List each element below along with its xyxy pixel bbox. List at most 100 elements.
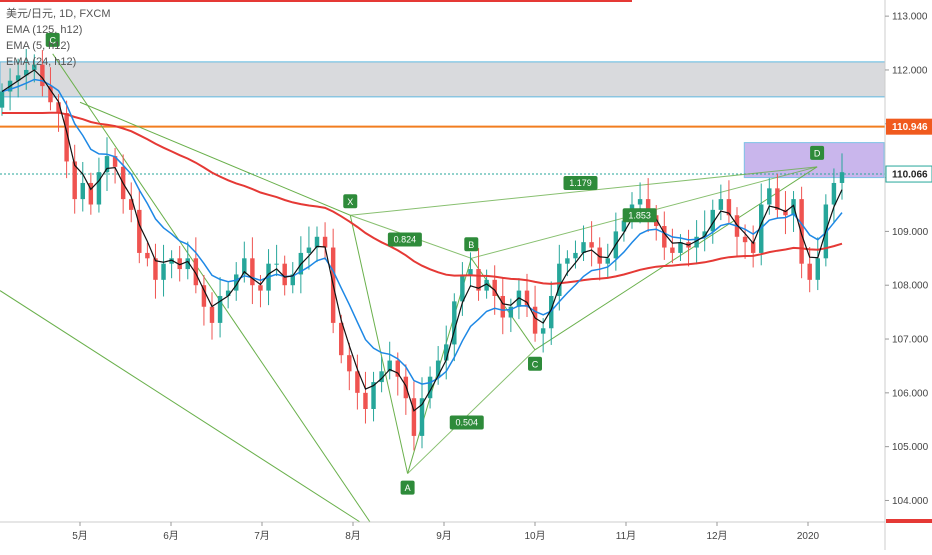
- candle-73: [589, 242, 594, 248]
- candle-62: [500, 295, 505, 318]
- ema-24-line: [1, 78, 843, 385]
- candle-29: [234, 274, 239, 291]
- candle-10: [80, 182, 85, 200]
- candle-53: [427, 376, 433, 399]
- ratio-labels: 0.824 0.504 1.853 1.179: [387, 175, 657, 430]
- candle-13: [104, 156, 110, 173]
- ratio-label-3: 1.179: [569, 178, 592, 188]
- candle-17: [137, 209, 142, 253]
- ratio-box-2: [622, 208, 657, 223]
- candle-66: [532, 306, 538, 334]
- harmonic-pattern: [0, 53, 818, 523]
- legend-ema-5[interactable]: EMA (5, h12): [6, 40, 71, 52]
- candle-22: [177, 258, 182, 270]
- candle-35: [282, 263, 287, 286]
- candle-88: [710, 209, 715, 232]
- y-tick-1: 112.000: [892, 65, 928, 76]
- y-tick-6: 107.000: [892, 335, 929, 346]
- candle-26: [209, 306, 215, 323]
- candle-103: [831, 182, 837, 205]
- pattern-left-line-0: [0, 290, 361, 523]
- candle-36: [290, 274, 295, 286]
- candle-40: [322, 236, 328, 248]
- candle-79: [637, 199, 643, 205]
- candle-25: [201, 285, 207, 307]
- candle-63: [508, 306, 514, 318]
- candle-92: [742, 236, 748, 243]
- pattern-left-line-2: [79, 101, 351, 216]
- candle-2: [15, 75, 21, 81]
- candle-6: [48, 86, 53, 103]
- candle-61: [492, 279, 497, 296]
- candle-20: [161, 263, 166, 280]
- point-label-2: B: [468, 240, 474, 250]
- candle-77: [621, 220, 627, 232]
- horizontal-lines: [0, 0, 885, 175]
- ratio-box-0: [387, 232, 422, 247]
- chart-legend: 美元/日元, 1D, FXCM EMA (125, h12) EMA (5, h…: [6, 6, 111, 70]
- candle-54: [435, 360, 441, 377]
- chart-title: 美元/日元, 1D, FXCM: [6, 8, 111, 20]
- candle-27: [217, 295, 223, 323]
- candle-16: [129, 199, 134, 210]
- candle-55: [444, 344, 449, 361]
- candle-56: [452, 301, 457, 345]
- point-label-5: C: [49, 35, 56, 45]
- candle-67: [540, 328, 546, 334]
- candle-31: [250, 258, 255, 286]
- candle-39: [314, 236, 320, 248]
- x-tick-4: 9月: [436, 530, 452, 542]
- candle-99: [799, 199, 804, 264]
- candle-83: [670, 247, 675, 253]
- candle-101: [815, 258, 820, 280]
- candle-65: [524, 290, 530, 307]
- current-price-marker: [886, 519, 932, 523]
- time-axis: 5月 6月 7月 8月 9月 10月 11月 12月 2020: [0, 521, 885, 542]
- y-tick-0: 113.000: [892, 12, 928, 23]
- candle-58: [468, 269, 473, 275]
- pattern-leg-0: [349, 215, 409, 474]
- x-tick-3: 8月: [345, 530, 361, 542]
- candle-69: [557, 263, 562, 296]
- candle-45: [363, 392, 368, 409]
- pattern-left-line-1: [52, 53, 371, 523]
- legend-ema-24[interactable]: EMA (24, h12): [6, 56, 77, 68]
- ratio-box-1: [449, 415, 484, 430]
- ratio-label-0: 0.824: [394, 234, 417, 244]
- candle-93: [750, 242, 756, 253]
- candle-59: [476, 269, 481, 291]
- price-tag-0: 110.946: [892, 122, 928, 133]
- candle-24: [193, 258, 199, 286]
- candle-51: [411, 398, 417, 436]
- candle-97: [783, 209, 788, 216]
- candle-82: [662, 226, 667, 248]
- candle-75: [605, 258, 610, 264]
- candle-0: [0, 91, 5, 108]
- candle-87: [702, 231, 707, 237]
- candle-100: [807, 263, 812, 280]
- y-tick-4: 109.000: [892, 227, 929, 238]
- candle-21: [169, 258, 174, 264]
- candle-90: [726, 199, 732, 216]
- candle-14: [112, 156, 118, 167]
- point-label-3: C: [532, 359, 539, 369]
- legend-ema-125[interactable]: EMA (125, h12): [6, 24, 83, 36]
- y-tick-9: 104.000: [892, 496, 929, 507]
- point-box-1: [400, 480, 415, 495]
- ema-5-line: [1, 69, 843, 412]
- candle-48: [387, 360, 392, 372]
- point-label-4: D: [814, 148, 821, 158]
- candle-12: [96, 172, 102, 205]
- candle-34: [274, 263, 279, 265]
- candle-7: [56, 102, 61, 114]
- point-label-1: A: [405, 483, 411, 493]
- price-tag-box-0: [886, 118, 932, 135]
- candle-86: [694, 236, 699, 248]
- x-tick-5: 10月: [524, 530, 545, 542]
- candle-95: [767, 188, 772, 205]
- x-tick-2: 7月: [254, 530, 270, 542]
- point-box-4: [810, 145, 825, 160]
- point-box-0: [343, 194, 358, 209]
